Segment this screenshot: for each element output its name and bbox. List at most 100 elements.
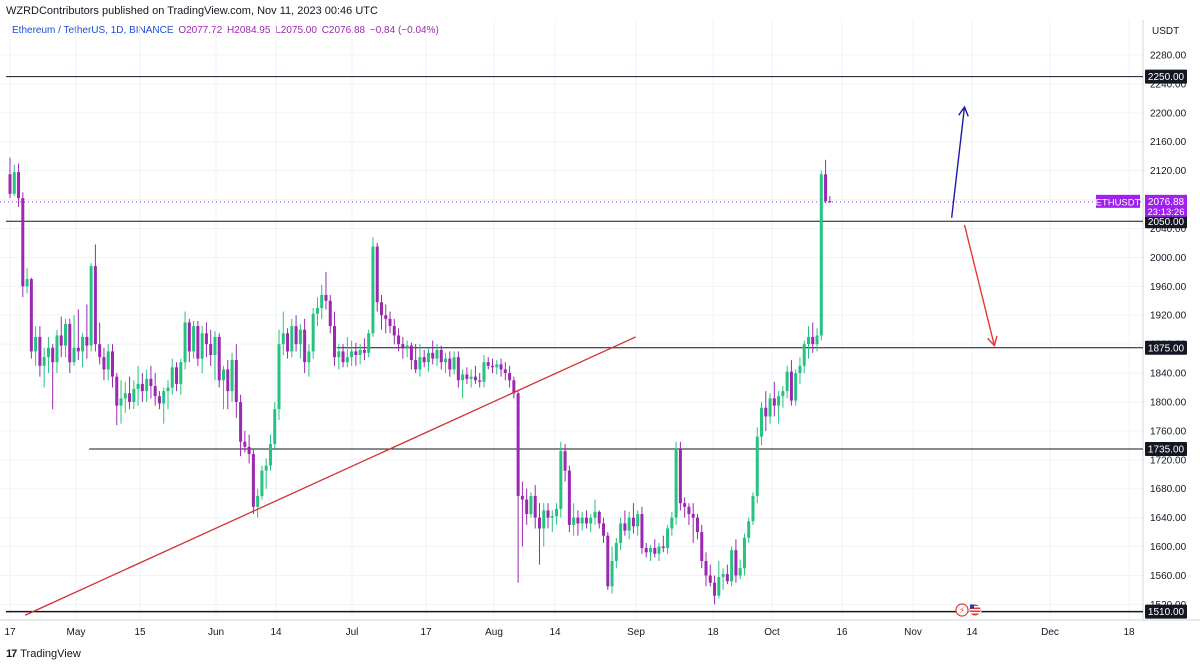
level-price-tag bbox=[1145, 441, 1187, 456]
candle-body bbox=[418, 357, 422, 370]
price-tick-label: 1800.00 bbox=[1150, 397, 1187, 408]
candle-body bbox=[636, 514, 640, 527]
candle-body bbox=[785, 371, 789, 392]
price-axis: 1520.001560.001600.001640.001680.001720.… bbox=[1150, 51, 1187, 611]
candle-body bbox=[725, 574, 729, 582]
candle-body bbox=[512, 380, 516, 394]
time-tick-label: 14 bbox=[270, 627, 282, 638]
candle-body bbox=[482, 362, 486, 382]
time-tick-label: 14 bbox=[966, 627, 978, 638]
candle-body bbox=[384, 315, 388, 319]
candle-body bbox=[811, 336, 815, 345]
candle-body bbox=[324, 294, 328, 301]
candle-body bbox=[392, 326, 396, 336]
time-tick-label: 14 bbox=[549, 627, 561, 638]
price-tick-label: 1560.00 bbox=[1150, 571, 1187, 582]
candle-body bbox=[627, 517, 631, 531]
candle-body bbox=[409, 345, 413, 361]
candle-body bbox=[307, 351, 311, 363]
candle-body bbox=[140, 383, 144, 392]
candle-body bbox=[666, 528, 670, 549]
candle-body bbox=[764, 407, 768, 417]
candle-body bbox=[119, 398, 123, 406]
tradingview-brand[interactable]: TradingView bbox=[20, 648, 81, 660]
candle-body bbox=[110, 351, 114, 377]
level-price-tag-label: 1735.00 bbox=[1148, 444, 1185, 455]
candle-body bbox=[21, 198, 25, 287]
time-tick-label: 15 bbox=[134, 627, 146, 638]
candle-body bbox=[333, 326, 337, 358]
price-tick-label: 2200.00 bbox=[1150, 108, 1187, 119]
ohlc-open: O2077.72 bbox=[178, 25, 223, 36]
arrow-up bbox=[950, 106, 966, 218]
candle-body bbox=[794, 373, 798, 401]
candle-body bbox=[695, 517, 699, 533]
candle-body bbox=[345, 357, 349, 363]
candle-body bbox=[222, 369, 225, 381]
candle-body bbox=[354, 351, 358, 355]
countdown-value: 23:13:26 bbox=[1148, 207, 1185, 218]
candle-body bbox=[371, 246, 375, 334]
price-axis-unit: USDT bbox=[1152, 26, 1179, 37]
candle-body bbox=[106, 351, 110, 370]
candle-body bbox=[55, 335, 59, 363]
level-price-tag-label: 1875.00 bbox=[1148, 343, 1185, 354]
candle-body bbox=[358, 349, 362, 355]
candle-body bbox=[473, 376, 477, 381]
candle-body bbox=[341, 351, 345, 363]
candle-body bbox=[674, 448, 678, 518]
candle-body bbox=[465, 374, 469, 379]
candle-body bbox=[149, 378, 153, 387]
candle-body bbox=[217, 336, 221, 381]
candle-body bbox=[593, 511, 597, 518]
candle-body bbox=[657, 546, 661, 554]
candle-body bbox=[273, 409, 277, 444]
candle-body bbox=[170, 367, 174, 388]
candle-body bbox=[661, 546, 665, 549]
level-price-tag bbox=[1145, 214, 1187, 229]
time-tick-label: Aug bbox=[485, 627, 503, 638]
price-tick-label: 2160.00 bbox=[1150, 137, 1187, 148]
candle-body bbox=[700, 532, 704, 562]
time-tick-label: 17 bbox=[4, 627, 16, 638]
candle-body bbox=[128, 393, 132, 402]
candle-body bbox=[192, 326, 196, 352]
candle-body bbox=[777, 396, 781, 406]
candle-body bbox=[51, 347, 55, 363]
candle-body bbox=[550, 516, 554, 518]
candle-body bbox=[38, 336, 42, 366]
candle-body bbox=[537, 517, 541, 529]
event-icons[interactable]: ⚡ bbox=[955, 603, 982, 617]
chart-grid bbox=[0, 20, 1143, 620]
candle-body bbox=[456, 357, 460, 381]
candle-body bbox=[93, 266, 97, 345]
candle-body bbox=[602, 523, 606, 536]
time-tick-label: Oct bbox=[764, 627, 780, 638]
symbol-name[interactable]: Ethereum / TetherUS, 1D, BINANCE bbox=[12, 25, 174, 36]
candle-body bbox=[713, 582, 717, 596]
candle-body bbox=[337, 351, 341, 358]
candle-body bbox=[260, 470, 264, 496]
level-price-tag-label: 2250.00 bbox=[1148, 72, 1185, 83]
candle-body bbox=[426, 352, 430, 363]
ohlc-high: H2084.95 bbox=[227, 25, 271, 36]
candle-body bbox=[555, 508, 559, 517]
time-tick-label: 18 bbox=[707, 627, 719, 638]
candle-body bbox=[42, 357, 46, 366]
candle-body bbox=[503, 369, 507, 374]
candle-body bbox=[132, 388, 136, 402]
candle-body bbox=[623, 523, 627, 531]
candle-body bbox=[640, 514, 644, 549]
candle-body bbox=[213, 336, 217, 355]
price-tick-label: 1720.00 bbox=[1150, 455, 1187, 466]
candle-body bbox=[204, 333, 208, 345]
candle-body bbox=[290, 326, 294, 352]
candle-body bbox=[824, 174, 828, 202]
time-axis: 17 May 15 Jun 14 Jul 17 Aug 14 Sep 18 Oct 16 Nov 14 Dec… bbox=[4, 627, 1135, 638]
candle-body bbox=[708, 575, 712, 583]
time-tick-label: 17 bbox=[420, 627, 432, 638]
price-tick-label: 2280.00 bbox=[1150, 51, 1187, 62]
candle-body bbox=[251, 454, 255, 507]
footer: 17 TradingView bbox=[6, 648, 81, 660]
